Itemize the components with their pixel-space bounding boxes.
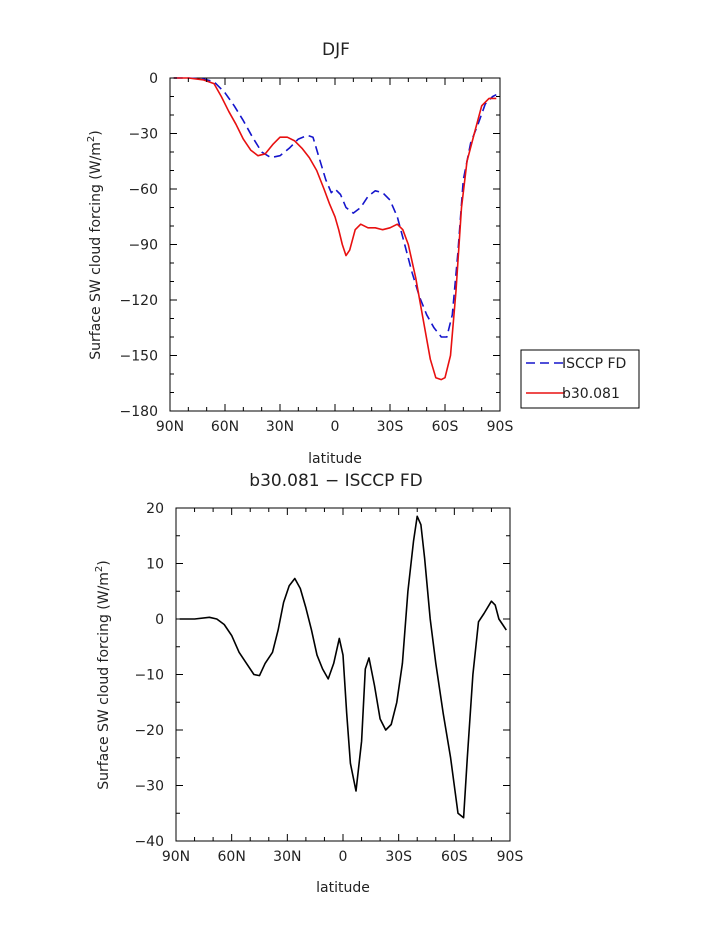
y-tick-label: −90 [128,238,158,254]
y-tick-label: 0 [149,71,158,87]
y-axis-label: Surface SW cloud forcing (W/m2) [86,130,104,360]
x-tick-label: 90N [156,419,184,435]
x-axis-label: latitude [308,451,362,467]
x-tick-label: 60N [211,419,239,435]
tick-layer: 90N 60N 30N 0 30S 60S 90S 20 10 0 −10 −20 −30 −40 [134,501,523,865]
difference-chart: b30.081 − ISCCP FD 90N 60N 30N 0 30S 60S 90S 20… [94,471,523,896]
chart-title: DJF [322,40,350,60]
x-tick-label: 90S [497,849,524,865]
y-tick-label: 20 [146,501,164,517]
x-tick-label: 90N [162,849,190,865]
y-tick-label: −10 [134,668,164,684]
legend-box [520,349,640,409]
y-tick-label: 10 [146,557,164,573]
plot-frame [169,77,501,412]
y-tick-label: −40 [134,834,164,850]
x-tick-label: 90S [487,419,514,435]
legend-label-isccp: ISCCP FD [562,356,626,372]
x-axis-label: latitude [316,880,370,896]
y-axis-label: Surface SW cloud forcing (W/m2) [94,560,112,790]
y-tick-label: −180 [120,404,158,420]
x-tick-label: 30S [377,419,404,435]
x-tick-label: 60S [441,849,468,865]
y-tick-label: −120 [120,293,158,309]
djf-chart: DJF 90N 60N 30N 0 30S 60S 90S 0 −30 −60 −90 −120 −15… [86,40,640,467]
x-tick-label: 30N [273,849,301,865]
x-tick-label: 60N [218,849,246,865]
y-tick-label: 0 [155,612,164,628]
x-tick-label: 30S [385,849,412,865]
chart-title: b30.081 − ISCCP FD [249,471,422,491]
x-tick-label: 0 [339,849,348,865]
x-tick-label: 0 [331,419,340,435]
series-line-b30-081 [173,77,497,381]
x-tick-label: 30N [266,419,294,435]
y-tick-label: −30 [128,127,158,143]
legend-label-b30: b30.081 [562,386,620,402]
y-tick-label: −20 [134,723,164,739]
y-tick-label: −60 [128,182,158,198]
series-line-isccp-fd [173,77,497,338]
series-line-difference [179,515,507,819]
legend: ISCCP FD b30.081 [520,349,640,409]
x-tick-label: 60S [432,419,459,435]
y-tick-label: −30 [134,779,164,795]
y-tick-label: −150 [120,349,158,365]
series-layer [179,515,507,819]
series-layer [173,77,497,381]
plot-frame [175,507,511,842]
tick-layer: 90N 60N 30N 0 30S 60S 90S 0 −30 −60 −90 −120 −150 −18… [120,71,514,435]
